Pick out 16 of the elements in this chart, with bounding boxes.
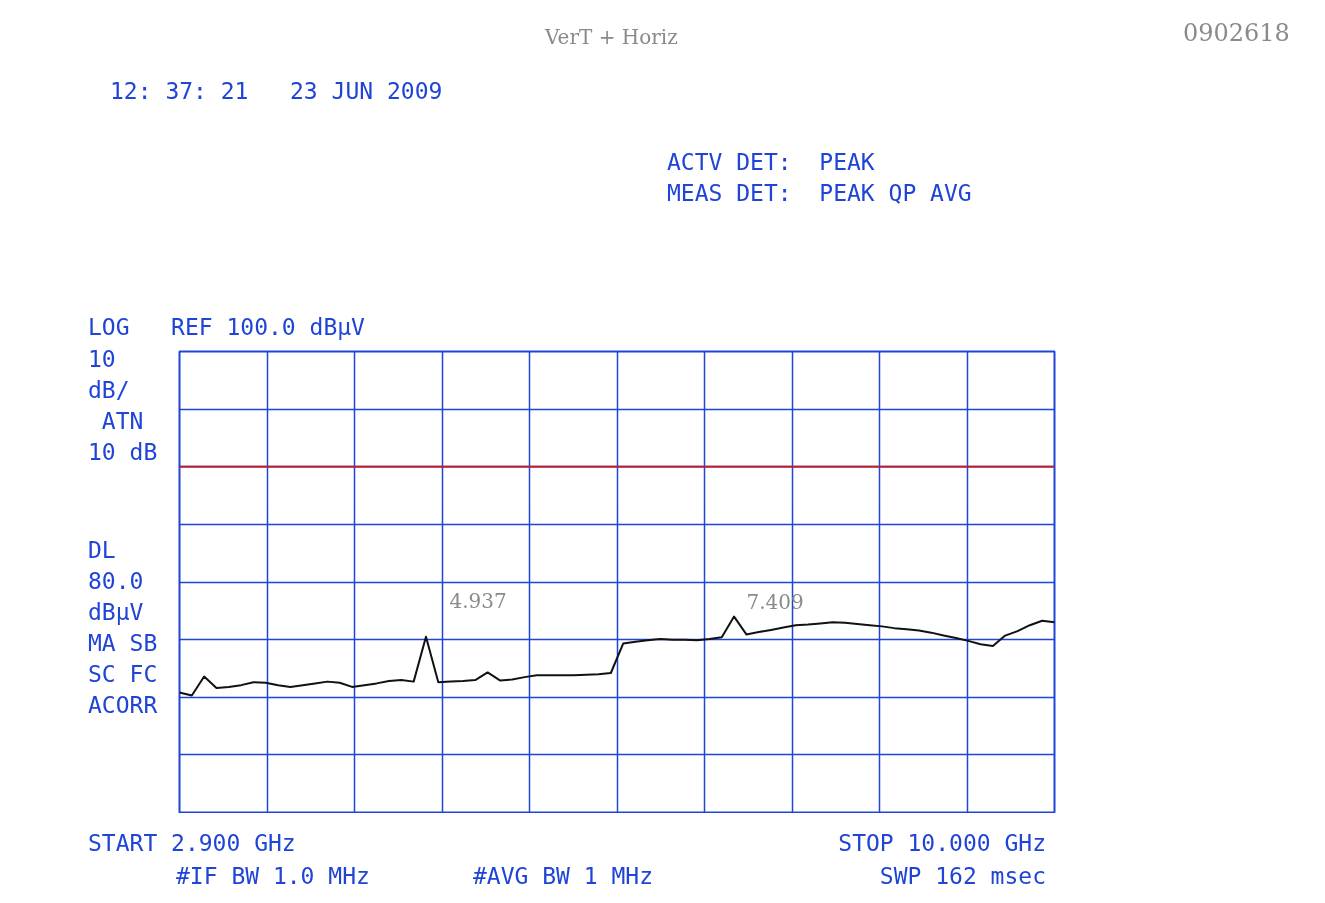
text: ATN 10 dB [88,407,158,467]
text: 10 dB/ [88,345,130,405]
text: DL 80.0 dBµV [88,536,144,627]
text: MEAS DET: PEAK QP AVG [667,179,972,208]
text: #AVG BW 1 MHz [473,862,654,891]
text: ACTV DET: PEAK [667,148,875,177]
text: MA SB SC FC ACORR [88,629,158,720]
text: START 2.900 GHz [88,829,296,858]
text: 4.937 [449,589,507,613]
text: #IF BW 1.0 MHz [176,862,370,891]
text: VerT + Horiz [545,24,678,51]
text: STOP 10.000 GHz [838,829,1046,858]
text: SWP 162 msec [879,862,1046,891]
text: 12: 37: 21 23 JUN 2009 [110,77,443,106]
text: 0902618 [1183,18,1290,49]
text: LOG REF 100.0 dBµV [88,313,365,342]
